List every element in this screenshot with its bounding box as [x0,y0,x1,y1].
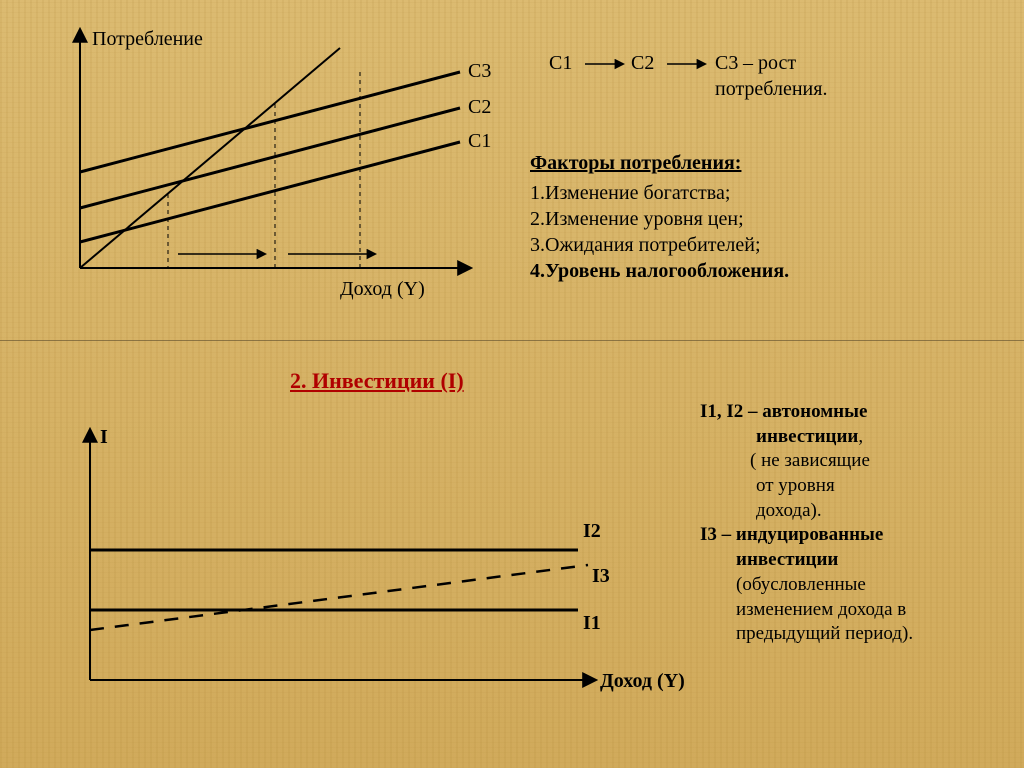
chart-investment: I Доход (Y) I2 I3 I1 [40,420,640,720]
li-7: инвестиции [736,549,838,570]
li-4: от уровня [756,475,835,496]
x-axis-label-consumption: Доход (Y) [340,278,425,301]
seq-c2: C2 [631,50,654,76]
line-i3 [90,565,588,630]
li-9: изменением дохода в [736,599,906,620]
li-1: I1, I2 – автономные [700,401,867,422]
seq-c1: C1 [549,50,572,76]
label-c3: C3 [468,60,491,83]
factor-1: 1.Изменение богатства; [530,180,990,206]
seq-tail: – рост [743,50,796,76]
factor-3: 3.Ожидания потребителей; [530,232,990,258]
slide: Потребление Доход (Y) C3 C2 C1 C1 C2 C3 … [0,0,1024,768]
factor-4: 4.Уровень налогообложения. [530,258,990,284]
label-c2: C2 [468,96,491,119]
label-i3: I3 [592,565,610,588]
label-i1: I1 [583,612,601,635]
li-5: дохода). [756,500,822,521]
factor-2: 2.Изменение уровня цен; [530,206,990,232]
seq-tail2: потребления. [715,76,827,102]
li-8: (обусловленные [736,574,866,595]
chart-consumption-svg [40,20,510,310]
seq-c3: C3 [715,50,738,76]
li-6: I3 – индуцированные [700,524,883,545]
label-i2: I2 [583,520,601,543]
li-10: предыдущий период). [736,623,913,644]
li-3: ( не зависящие [750,450,870,471]
chart-investment-svg [40,420,640,720]
chart-consumption: Потребление Доход (Y) C3 C2 C1 [40,20,510,310]
factors-title: Факторы потребления: [530,150,990,176]
legend-investment: I1, I2 – автономные инвестиции, ( не зав… [700,400,1010,647]
divider-line [0,340,1024,341]
section2-title: 2. Инвестиции (I) [290,368,464,394]
diag-line [80,48,340,268]
label-c1: C1 [468,130,491,153]
li-2: инвестиции [756,426,858,447]
factors-block: Факторы потребления: 1.Изменение богатст… [530,150,990,284]
li-2t: , [858,426,863,447]
y-axis-label-i: I [100,426,108,449]
x-axis-label-i: Доход (Y) [600,670,685,693]
y-axis-label-consumption: Потребление [92,28,203,51]
